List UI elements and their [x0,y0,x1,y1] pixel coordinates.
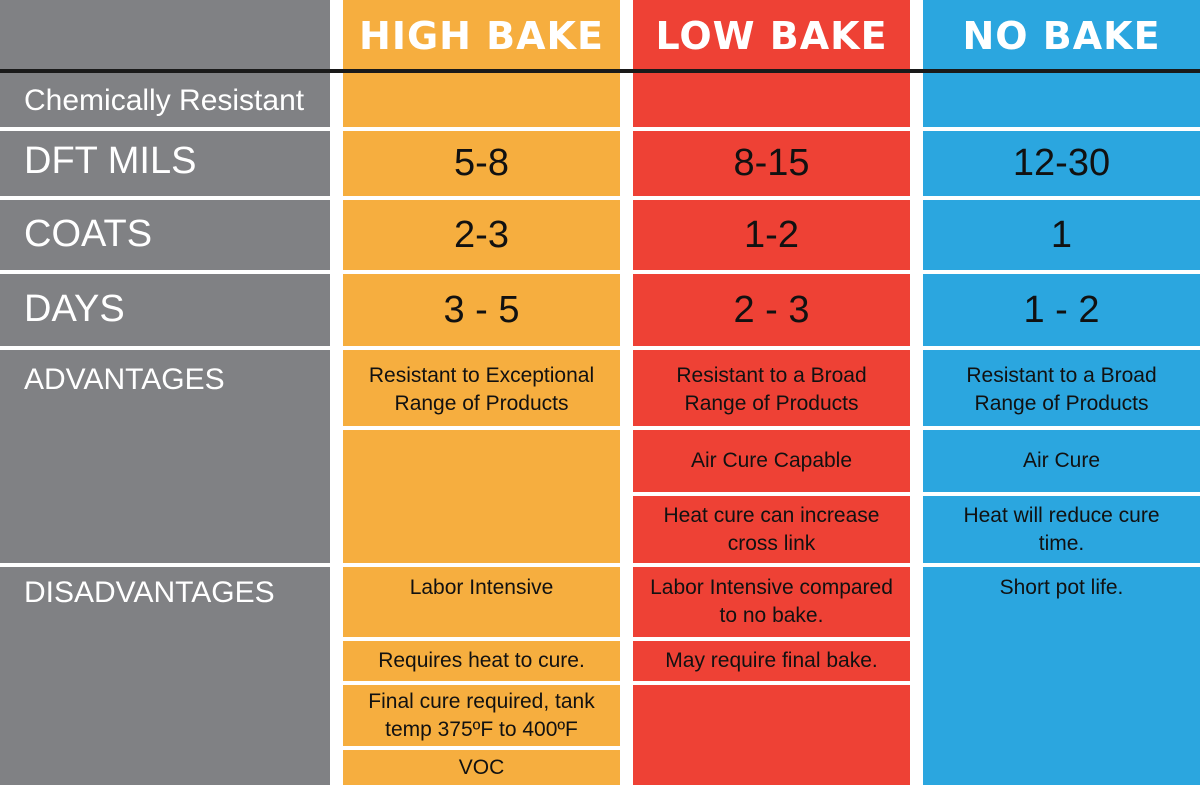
subrow-divider [343,637,910,641]
low-bake-advantage: Resistant to a Broad Range of Products [676,364,867,415]
high-bake-disadvantage: Requires heat to cure. [378,649,585,672]
label-days: DAYS [24,288,125,330]
low-bake-dft: 8-15 [733,142,810,184]
label-chemically-resistant: Chemically Resistant [24,84,305,117]
header-no-bake: NO BAKE [962,14,1161,58]
label-disadvantages: DISADVANTAGES [24,576,275,609]
row-divider [0,563,1200,567]
high-bake-dft: 5-8 [454,142,509,184]
subrow-divider [343,746,620,750]
low-bake-advantage: Heat cure can increase cross link [663,503,880,555]
low-bake-days: 2 - 3 [733,288,810,331]
no-bake-dft: 12-30 [1012,142,1111,184]
row-divider [0,270,1200,274]
subrow-divider [633,681,910,685]
header-high-bake: HIGH BAKE [359,14,604,58]
low-bake-advantage: Air Cure Capable [690,449,853,472]
subrow-divider [343,681,620,685]
header-divider [0,69,1200,73]
subrow-divider [343,426,1200,430]
low-bake-disadvantage: Labor Intensive compared to no bake. [650,576,893,627]
no-bake-days: 1 - 2 [1023,288,1100,331]
no-bake-advantage: Resistant to a Broad Range of Products [966,364,1157,415]
no-bake-coats: 1 [1050,213,1073,256]
subrow-divider [633,492,1200,496]
no-bake-advantage: Air Cure [1022,449,1101,472]
high-bake-days: 3 - 5 [443,288,520,331]
header-low-bake: LOW BAKE [655,14,888,58]
label-advantages: ADVANTAGES [24,363,225,396]
row-divider [0,196,1200,200]
no-bake-advantage: Heat will reduce cure time. [963,503,1160,555]
high-bake-advantage: Resistant to Exceptional Range of Produc… [368,364,595,415]
high-bake-disadvantage: Final cure required, tank temp 375ºF to … [368,689,595,741]
no-bake-disadvantage: Short pot life. [999,576,1124,599]
high-bake-disadvantage: Labor Intensive [409,576,554,599]
label-dft-mils: DFT MILS [24,140,197,182]
high-bake-coats: 2-3 [454,213,509,256]
high-bake-disadvantage: VOC [458,755,505,779]
low-bake-disadvantage: May require final bake. [665,649,878,672]
row-divider [0,127,1200,131]
label-coats: COATS [24,213,153,255]
row-divider [0,346,1200,350]
low-bake-coats: 1-2 [744,213,799,256]
